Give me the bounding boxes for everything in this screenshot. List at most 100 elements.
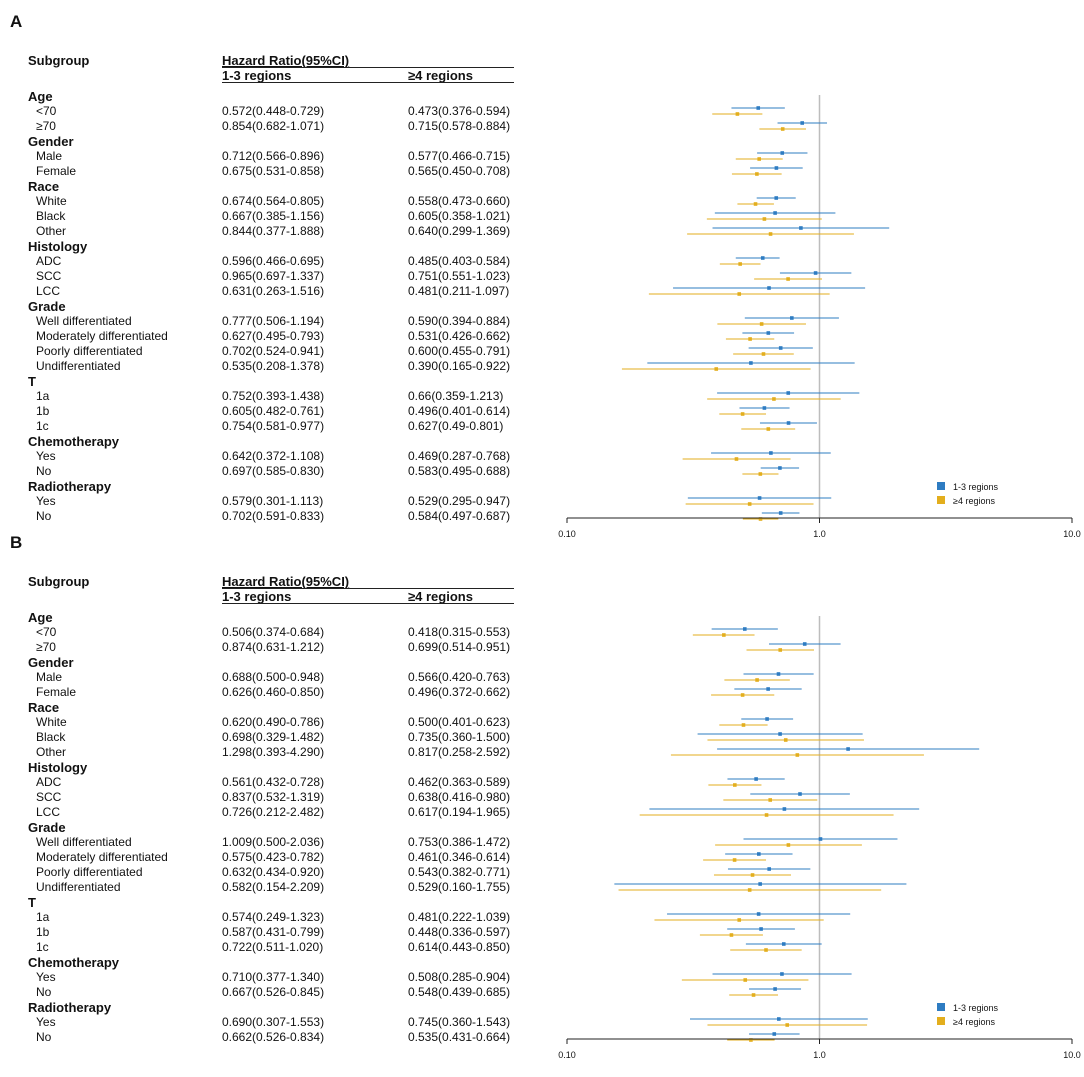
group-header-row: Race xyxy=(0,700,540,715)
hr-1-3-regions: 0.626(0.460-0.850) xyxy=(222,685,325,699)
hr-4plus-regions: 0.543(0.382-0.771) xyxy=(408,865,511,879)
point-4plus-regions xyxy=(740,693,745,697)
point-1-3-regions xyxy=(778,466,782,470)
hr-1-3-regions: 0.662(0.526-0.834) xyxy=(222,1030,325,1044)
point-4plus-regions xyxy=(757,157,761,161)
point-4plus-regions xyxy=(764,948,768,952)
hr-4plus-regions: 0.605(0.358-1.021) xyxy=(408,209,511,223)
group-header-row: Race xyxy=(0,179,540,194)
subgroup-label: 1b xyxy=(36,404,50,418)
hr-1-3-regions: 0.587(0.431-0.799) xyxy=(222,925,325,939)
subgroup-label: Well differentiated xyxy=(36,314,132,328)
point-4plus-regions xyxy=(740,412,745,416)
point-1-3-regions xyxy=(759,927,763,931)
point-4plus-regions xyxy=(722,633,726,637)
hr-1-3-regions: 0.675(0.531-0.858) xyxy=(222,164,325,178)
group-label: Histology xyxy=(28,239,88,254)
subgroup-row: 1c 0.754(0.581-0.977) 0.627(0.49-0.801) xyxy=(0,419,540,434)
point-4plus-regions xyxy=(795,753,800,757)
point-1-3-regions xyxy=(765,717,769,721)
point-4plus-regions xyxy=(738,262,742,266)
hr-4plus-regions: 0.640(0.299-1.369) xyxy=(408,224,511,238)
hr-4plus-regions: 0.751(0.551-1.023) xyxy=(408,269,511,283)
point-4plus-regions xyxy=(786,277,790,281)
point-4plus-regions xyxy=(741,723,746,727)
group-label: Chemotherapy xyxy=(28,955,120,970)
point-1-3-regions xyxy=(782,807,787,811)
subgroup-label: Black xyxy=(36,209,66,223)
hr-1-3-regions: 0.702(0.524-0.941) xyxy=(222,344,325,358)
x-tick-label: 1.0 xyxy=(813,1050,826,1059)
hr-4plus-regions: 0.638(0.416-0.980) xyxy=(408,790,511,804)
subgroup-row: 1c 0.722(0.511-1.020) 0.614(0.443-0.850) xyxy=(0,940,540,955)
hr-1-3-regions: 0.698(0.329-1.482) xyxy=(222,730,325,744)
subgroup-label: 1c xyxy=(36,940,49,954)
header-rule-top xyxy=(222,67,514,68)
hr-4plus-regions: 0.817(0.258-2.592) xyxy=(408,745,511,759)
hr-4plus-regions: 0.745(0.360-1.543) xyxy=(408,1015,511,1029)
subgroup-row: Well differentiated 1.009(0.500-2.036) 0.7… xyxy=(0,835,540,850)
subgroup-row: ADC 0.561(0.432-0.728) 0.462(0.363-0.589) xyxy=(0,775,540,790)
subgroup-label: Undifferentiated xyxy=(36,359,121,373)
hr-1-3-regions: 0.627(0.495-0.793) xyxy=(222,329,325,343)
point-4plus-regions xyxy=(778,648,783,652)
point-4plus-regions xyxy=(755,678,759,682)
point-1-3-regions xyxy=(742,627,747,631)
subgroup-label: SCC xyxy=(36,269,62,283)
point-1-3-regions xyxy=(773,987,777,991)
hr-4plus-regions: 0.614(0.443-0.850) xyxy=(408,940,511,954)
point-1-3-regions xyxy=(774,166,779,170)
hr-4plus-regions: 0.583(0.495-0.688) xyxy=(408,464,511,478)
forest-plot: 0.101.010.0Cancer Specific Survival1-3 r… xyxy=(558,616,1081,1059)
hr-4plus-regions: 0.485(0.403-0.584) xyxy=(408,254,511,268)
hr-1-3-regions: 0.631(0.263-1.516) xyxy=(222,284,325,298)
point-4plus-regions xyxy=(737,292,742,296)
group-header-row: Histology xyxy=(0,239,540,254)
point-4plus-regions xyxy=(734,457,739,461)
subgroup-label: ≥70 xyxy=(36,119,56,133)
subgroup-row: Poorly differentiated 0.632(0.434-0.920) 0… xyxy=(0,865,540,880)
header-rule-bottom xyxy=(222,82,514,83)
hr-4plus-regions: 0.418(0.315-0.553) xyxy=(408,625,511,639)
group-label: Radiotherapy xyxy=(28,1000,112,1015)
point-1-3-regions xyxy=(800,121,804,125)
hr-1-3-regions: 0.667(0.385-1.156) xyxy=(222,209,325,223)
subgroup-row: No 0.702(0.591-0.833) 0.584(0.497-0.687) xyxy=(0,509,540,524)
hr-4plus-regions: 0.715(0.578-0.884) xyxy=(408,119,511,133)
hr-1-3-regions: 0.632(0.434-0.920) xyxy=(222,865,325,879)
group-header-row: Age xyxy=(0,89,540,104)
subgroup-row: ≥70 0.874(0.631-1.212) 0.699(0.514-0.951) xyxy=(0,640,540,655)
point-1-3-regions xyxy=(749,361,753,365)
hazard-ratio-header: Hazard Ratio(95%CI) xyxy=(222,574,350,589)
hr-1-3-regions: 0.579(0.301-1.113) xyxy=(222,494,324,508)
subgroup-row: Well differentiated 0.777(0.506-1.194) 0.5… xyxy=(0,314,540,329)
subgroup-label: Other xyxy=(36,745,67,759)
group-header-row: T xyxy=(0,374,540,389)
point-1-3-regions xyxy=(786,421,791,425)
point-1-3-regions xyxy=(774,196,779,200)
hr-4plus-regions: 0.535(0.431-0.664) xyxy=(408,1030,511,1044)
subgroup-label: ADC xyxy=(36,775,62,789)
point-1-3-regions xyxy=(757,852,761,856)
hr-4plus-regions: 0.584(0.497-0.687) xyxy=(408,509,511,523)
point-1-3-regions xyxy=(778,732,782,736)
subgroup-label: Well differentiated xyxy=(36,835,132,849)
point-4plus-regions xyxy=(753,202,758,206)
point-4plus-regions xyxy=(772,397,776,401)
hr-1-3-regions: 1.298(0.393-4.290) xyxy=(222,745,325,759)
hr-1-3-regions: 0.837(0.532-1.319) xyxy=(222,790,325,804)
hr-4plus-regions: 0.390(0.165-0.922) xyxy=(408,359,511,373)
hr-1-3-regions: 0.697(0.585-0.830) xyxy=(222,464,325,478)
subgroup-row: Yes 0.690(0.307-1.553) 0.745(0.360-1.543) xyxy=(0,1015,540,1030)
point-1-3-regions xyxy=(846,747,850,751)
group-header-row: Age xyxy=(0,610,540,625)
point-4plus-regions xyxy=(749,1038,753,1042)
subgroup-row: 1a 0.752(0.393-1.438) 0.66(0.359-1.213) xyxy=(0,389,540,404)
legend-label-1-3-regions: 1-3 regions xyxy=(953,1003,999,1013)
point-4plus-regions xyxy=(755,172,759,176)
subgroup-label: <70 xyxy=(36,104,57,118)
hr-4plus-regions: 0.617(0.194-1.965) xyxy=(408,805,511,819)
subgroup-label: Poorly differentiated xyxy=(36,344,143,358)
subgroup-row: Male 0.712(0.566-0.896) 0.577(0.466-0.715) xyxy=(0,149,540,164)
hr-1-3-regions: 0.702(0.591-0.833) xyxy=(222,509,325,523)
